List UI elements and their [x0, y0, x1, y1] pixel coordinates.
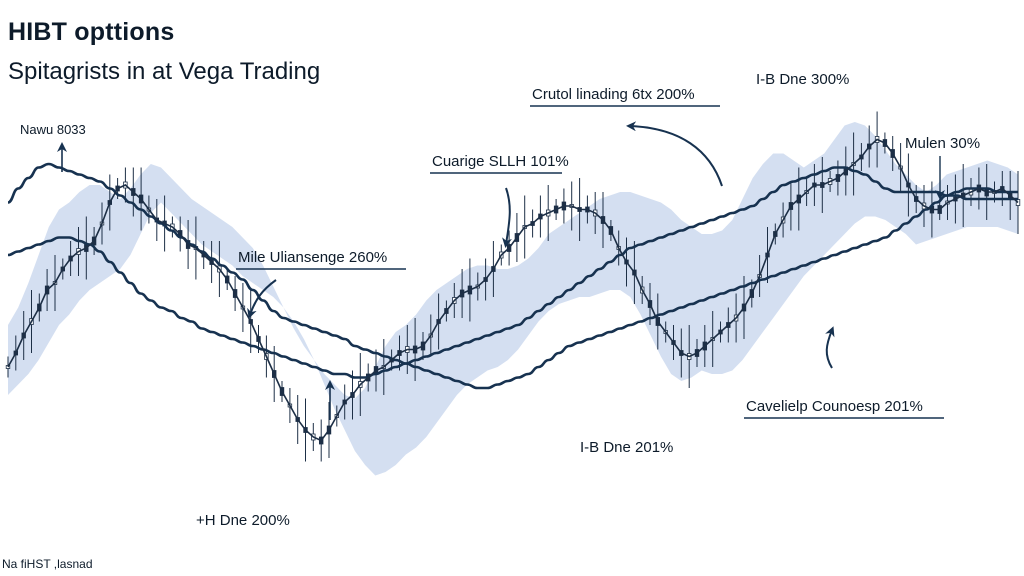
- annotation-label: I-B Dne 300%: [756, 71, 849, 88]
- annotation-label: Mile Uliansenge 260%: [238, 249, 387, 266]
- annotation-cuarige: Cuarige SLLH 101%: [430, 153, 569, 248]
- annotation-mile: Mile Uliansenge 260%: [236, 249, 406, 319]
- chart-title: HIBT opttions: [8, 18, 175, 46]
- average-line-1: [7, 166, 1018, 379]
- annotation-mulen: Mulen 30%: [905, 135, 980, 200]
- volatility-band: [8, 122, 1018, 476]
- annotation-label: Cavelielp Counoesp 201%: [746, 398, 923, 415]
- annotation-label: +H Dne 200%: [196, 512, 290, 529]
- annotation-h-dne: +H Dne 200%: [196, 380, 335, 529]
- annotation-label: Nawu 8033: [20, 122, 86, 137]
- annotation-nawu: Nawu 8033: [20, 122, 86, 172]
- chart-subtitle: Spitagrists in at Vega Trading: [8, 58, 321, 85]
- annotation-label: I-B Dne 201%: [580, 439, 673, 456]
- annotation-label: Cuarige SLLH 101%: [432, 153, 569, 170]
- price-line: [7, 138, 1019, 442]
- footer-note: Na fiHST ,lasnad: [2, 557, 93, 571]
- annotation-crutol: Crutol linading 6tx 200%: [530, 86, 723, 187]
- average-line-2: [7, 162, 1018, 390]
- annotation-cavelielp: Cavelielp Counoesp 201%: [744, 326, 944, 419]
- annotation-label: Mulen 30%: [905, 135, 980, 152]
- annotation-label: Crutol linading 6tx 200%: [532, 86, 695, 103]
- annotation-ib-300: I-B Dne 300%: [756, 71, 849, 88]
- annotation-ib-201: I-B Dne 201%: [580, 439, 673, 456]
